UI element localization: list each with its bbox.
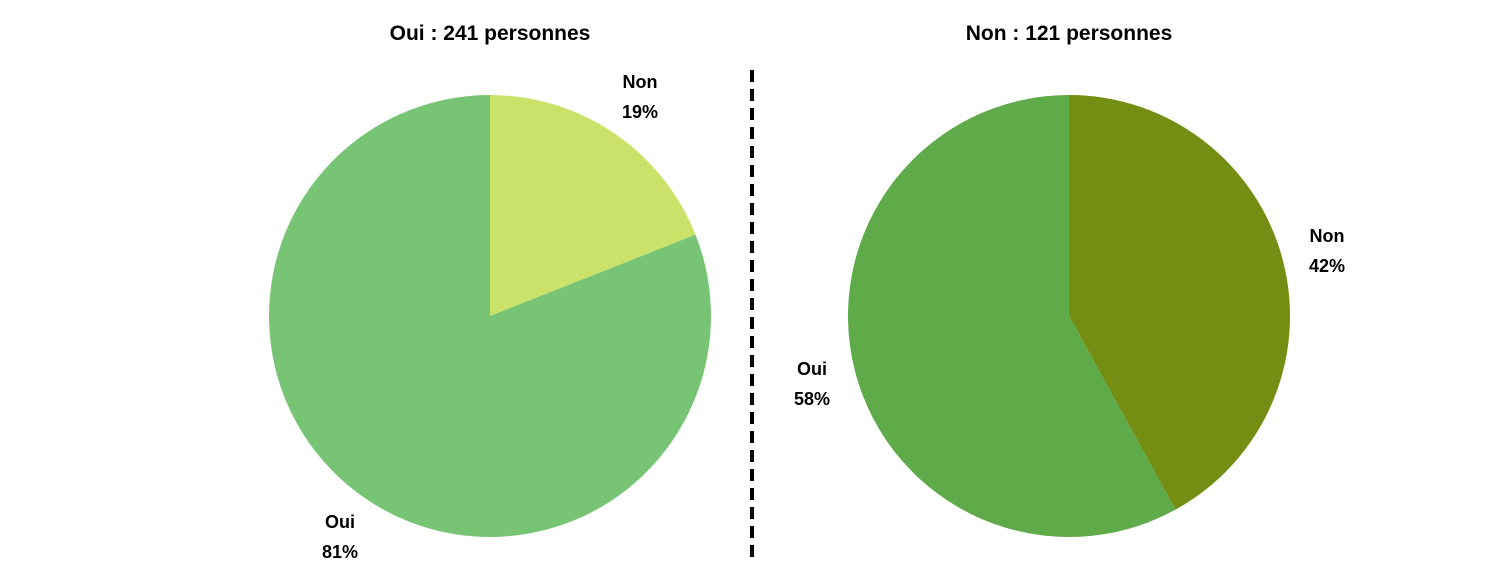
pie-slice-non (490, 95, 696, 316)
slice-label-name: Non (623, 72, 658, 92)
slice-label-name: Oui (325, 512, 355, 532)
pie-slice-oui (269, 95, 711, 537)
pie-chart-right (848, 95, 1291, 537)
slice-label-percent: 42% (1309, 256, 1345, 276)
chart-title-right: Non : 121 personnes (966, 22, 1173, 45)
pie-slice-oui (848, 95, 1176, 537)
chart-title-left: Oui : 241 personnes (390, 22, 591, 45)
slice-label-percent: 81% (322, 542, 358, 562)
pie-slice-non (1069, 95, 1291, 510)
slice-label-percent: 19% (622, 102, 658, 122)
pie-chart-left (269, 95, 711, 537)
slice-label-name: Oui (797, 359, 827, 379)
slice-label-percent: 58% (794, 389, 830, 409)
slice-label-name: Non (1310, 226, 1345, 246)
